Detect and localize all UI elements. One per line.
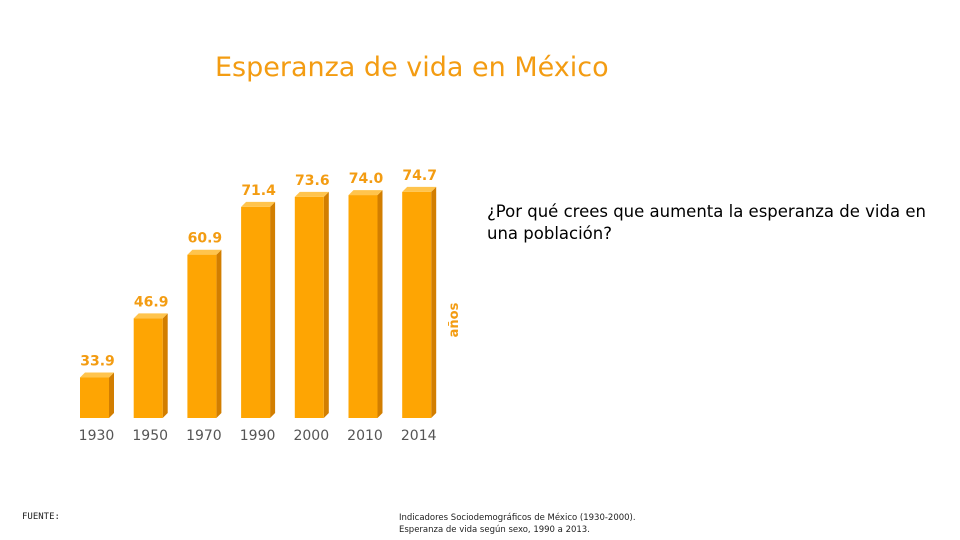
bar-front <box>80 377 109 418</box>
bar-side <box>216 249 222 418</box>
bar-front <box>402 191 432 418</box>
value-label: 73.6 <box>295 173 330 189</box>
bar-1930 <box>80 372 114 418</box>
value-label: 74.0 <box>349 171 384 187</box>
bar-front <box>241 206 271 418</box>
bar-1970 <box>187 249 222 418</box>
source-citation: Indicadores Sociodemográficos de México … <box>399 512 819 536</box>
bar-top <box>402 186 437 192</box>
bar-top <box>133 313 168 319</box>
bar-top <box>187 249 222 255</box>
value-labels-layer: 33.9 46.9 60.9 71.4 73.6 74.0 74.7 <box>80 168 437 370</box>
value-label: 60.9 <box>188 231 223 247</box>
bar-2000 <box>294 191 329 418</box>
category-label: 2000 <box>293 428 329 444</box>
discussion-question: ¿Por qué crees que aumenta la esperanza … <box>487 202 926 243</box>
value-label: 33.9 <box>80 354 115 370</box>
bar-front <box>133 318 163 418</box>
value-label: 71.4 <box>241 183 276 199</box>
bar-2010 <box>348 190 383 418</box>
category-label: 1970 <box>186 428 222 444</box>
bar-front <box>187 254 217 418</box>
bar-side <box>323 191 329 418</box>
bar-side <box>431 186 437 418</box>
bar-side <box>270 201 276 418</box>
category-ticks-layer: 1930 1950 1970 1990 2000 2010 2014 <box>79 428 437 444</box>
category-label: 1950 <box>132 428 168 444</box>
bar-side <box>162 313 168 418</box>
bar-top <box>80 372 114 378</box>
y-axis-label: años <box>447 302 462 337</box>
category-label: 1930 <box>79 428 115 444</box>
bar-top <box>348 190 383 196</box>
slide-title: Esperanza de vida en México <box>215 52 609 83</box>
source-line: Indicadores Sociodemográficos de México … <box>399 513 636 523</box>
bar-side <box>377 190 383 418</box>
bar-front <box>348 195 378 418</box>
bar-2014 <box>402 186 437 418</box>
bar-1990 <box>241 201 276 418</box>
bar-front <box>294 196 324 418</box>
category-label: 1990 <box>240 428 276 444</box>
category-label: 2014 <box>401 428 437 444</box>
bars-layer <box>80 186 437 418</box>
bar-1950 <box>133 313 168 418</box>
value-label: 46.9 <box>134 294 169 310</box>
value-label: 74.7 <box>402 168 437 184</box>
bar-top <box>241 201 276 207</box>
bar-side <box>109 372 114 418</box>
bar-top <box>294 191 329 197</box>
source-label: FUENTE: <box>22 512 60 522</box>
category-label: 2010 <box>347 428 383 444</box>
source-line: Esperanza de vida según sexo, 1990 a 201… <box>399 525 590 535</box>
